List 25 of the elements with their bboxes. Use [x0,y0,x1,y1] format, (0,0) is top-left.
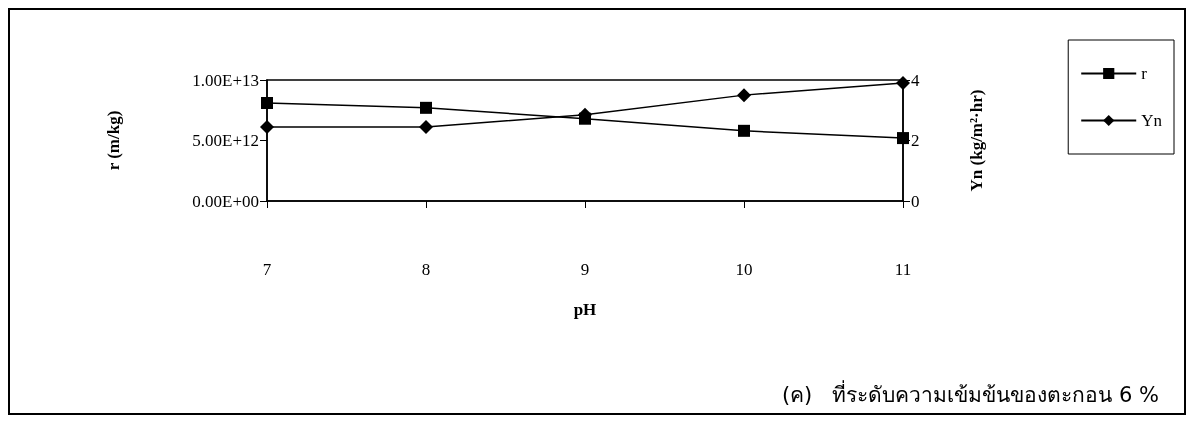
x-tick-label: 11 [894,260,912,279]
y-tick-label: 5.00E+12 [192,131,259,150]
y-tick-label: 1.00E+13 [192,70,259,90]
point [896,76,910,91]
text: (ค) ที่ระดับความเข้มข้นของตะกอน 6 % [781,379,1159,407]
x-tick-label: 9 [580,260,590,279]
point [419,119,433,134]
x-tick-label: 8 [421,260,431,279]
x-tick-label: 10 [735,260,753,279]
x-axis-title: pH [573,300,597,319]
point [738,124,750,137]
point [420,101,432,114]
y-axis-title: r (m/kg) [104,110,123,171]
y2-tick-label: 4 [911,70,920,90]
y2-tick-label: 0 [911,191,920,211]
x-tick-label: 7 [262,260,272,279]
legend-label: r [1141,64,1148,83]
point [260,119,274,134]
y-tick-label: 0.00E+00 [192,191,259,211]
point [737,88,751,103]
y2-axis-title: Yn (kg/m²·hr) [967,89,986,192]
point [897,132,909,145]
legend-label: Yn [1141,111,1163,130]
y2-tick-label: 2 [911,131,920,150]
point [261,96,273,109]
